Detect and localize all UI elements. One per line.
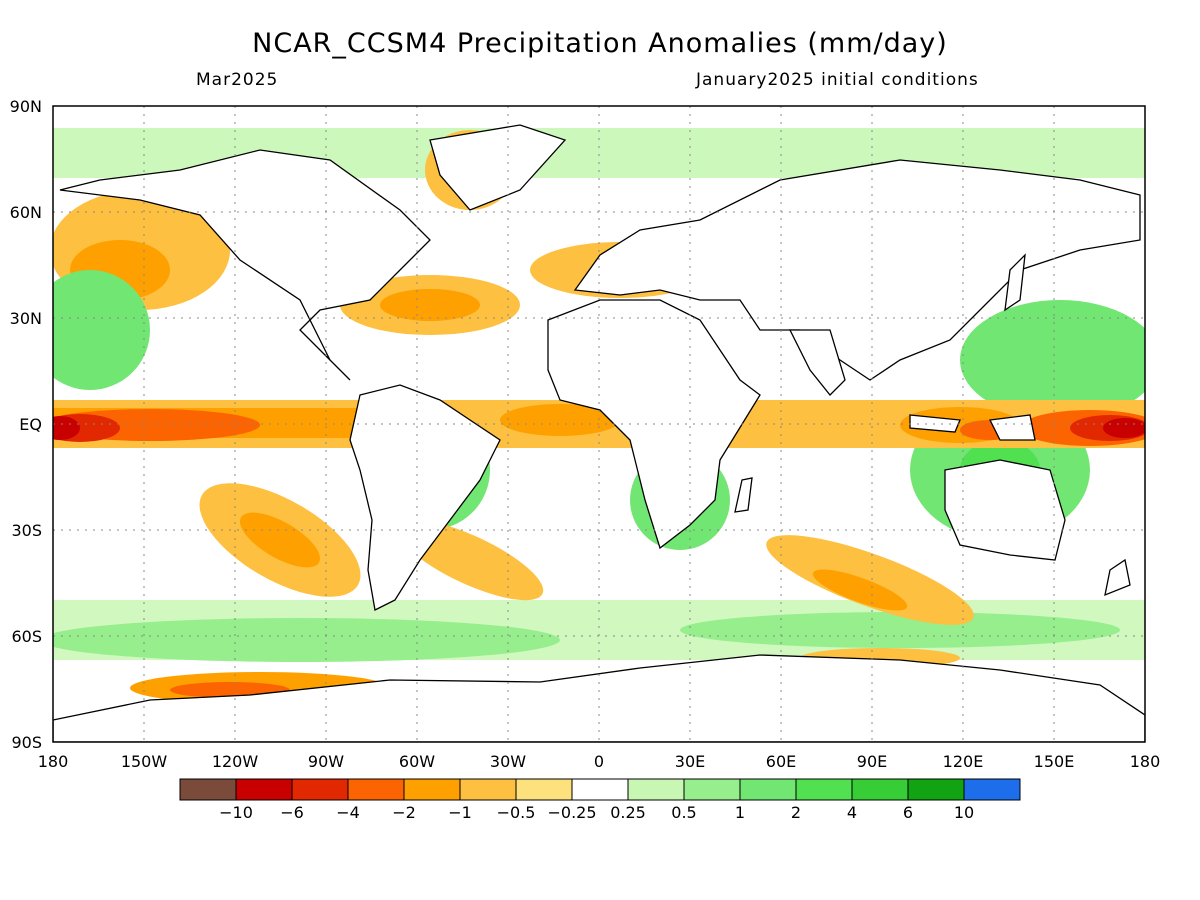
initial-conditions-label: January2025 initial conditions <box>696 70 979 90</box>
colorbar-label: 6 <box>903 803 913 822</box>
lon-label: 120E <box>943 752 984 771</box>
lon-label: 150W <box>121 752 168 771</box>
lon-label: 180 <box>1130 752 1161 771</box>
colorbar-label: −0.25 <box>547 803 596 822</box>
map-frame <box>52 105 1146 743</box>
lat-label: 30S <box>11 521 42 540</box>
colorbar-label: 10 <box>954 803 974 822</box>
colorbar-swatch <box>459 778 517 801</box>
lon-label: 90E <box>857 752 887 771</box>
lon-label: 60E <box>766 752 796 771</box>
colorbar <box>179 778 1021 801</box>
colorbar-label: −4 <box>336 803 360 822</box>
valid-month-label: Mar2025 <box>196 70 279 90</box>
lat-label: 90N <box>10 97 42 116</box>
colorbar-swatch <box>235 778 293 801</box>
colorbar-labels: −10 −6 −4 −2 −1 −0.5 −0.25 0.25 0.5 1 2 4 6 10 <box>219 803 974 822</box>
colorbar-swatch <box>795 778 853 801</box>
colorbar-swatch <box>627 778 685 801</box>
colorbar-swatch <box>179 778 237 801</box>
colorbar-label: −10 <box>219 803 253 822</box>
colorbar-label: 0.5 <box>671 803 696 822</box>
lon-label: 30W <box>490 752 526 771</box>
latitude-axis: 90N 60N 30N EQ 30S 60S 90S <box>10 97 42 752</box>
colorbar-label: −2 <box>392 803 416 822</box>
lat-label: 90S <box>11 733 42 752</box>
colorbar-swatch <box>963 778 1021 801</box>
colorbar-swatch <box>515 778 573 801</box>
lat-label: 60N <box>10 203 42 222</box>
colorbar-swatch <box>851 778 909 801</box>
colorbar-swatch <box>291 778 349 801</box>
lat-label: 60S <box>11 627 42 646</box>
colorbar-label: 1 <box>735 803 745 822</box>
map-title: NCAR_CCSM4 Precipitation Anomalies (mm/d… <box>252 28 948 59</box>
colorbar-swatch <box>683 778 741 801</box>
colorbar-swatch <box>739 778 797 801</box>
longitude-axis: 180 150W 120W 90W 60W 30W 0 30E 60E 90E … <box>38 752 1161 771</box>
colorbar-swatch <box>571 778 629 801</box>
colorbar-swatch <box>347 778 405 801</box>
lon-label: 60W <box>399 752 435 771</box>
colorbar-label: 2 <box>791 803 801 822</box>
lon-label: 150E <box>1034 752 1075 771</box>
colorbar-swatch <box>403 778 461 801</box>
lon-label: 120W <box>212 752 259 771</box>
colorbar-swatch <box>907 778 965 801</box>
colorbar-label: −1 <box>448 803 472 822</box>
lon-label: 30E <box>675 752 705 771</box>
colorbar-label: −0.5 <box>497 803 536 822</box>
grid-lines <box>53 106 1145 742</box>
lat-label: EQ <box>19 415 42 434</box>
colorbar-label: −6 <box>280 803 304 822</box>
lon-label: 180 <box>38 752 69 771</box>
colorbar-label: 0.25 <box>610 803 646 822</box>
lon-label: 90W <box>308 752 344 771</box>
lon-label: 0 <box>594 752 604 771</box>
colorbar-label: 4 <box>847 803 857 822</box>
lat-label: 30N <box>10 309 42 328</box>
